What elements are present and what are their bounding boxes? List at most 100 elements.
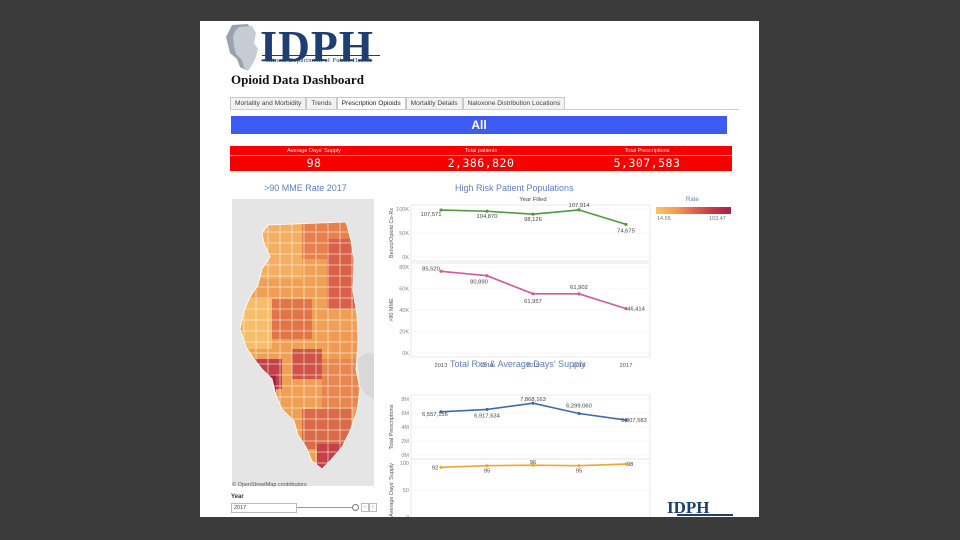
- tab-divider: [230, 109, 739, 110]
- data-label: 104,870: [477, 214, 498, 220]
- data-point: [624, 307, 628, 311]
- logo-wordmark: IDPH: [260, 22, 374, 71]
- x-tick-label: 2014: [481, 363, 495, 369]
- logo-divider: [262, 55, 380, 56]
- data-point: [439, 208, 443, 212]
- tab-prescription-opioids[interactable]: Prescription Opioids: [336, 97, 406, 109]
- tab-bar: Mortality and Morbidity Trends Prescript…: [230, 97, 566, 109]
- footer-logo: IDPH: [667, 498, 710, 517]
- year-slider-handle[interactable]: [352, 504, 359, 511]
- data-label: 96: [530, 460, 536, 466]
- rate-legend-gradient: [656, 207, 731, 214]
- y-tick-label: 100K: [396, 207, 409, 213]
- y-tick-label: 0K: [402, 351, 409, 357]
- data-point: [485, 407, 489, 412]
- data-label: 98,126: [524, 217, 542, 223]
- y-tick-label: 2M: [401, 439, 409, 445]
- data-label: 6,299,060: [566, 404, 592, 410]
- illinois-county-map-graphic[interactable]: [232, 199, 374, 486]
- year-prev-button[interactable]: ‹: [361, 503, 369, 512]
- data-point: [624, 462, 628, 466]
- x-tick-label: 2013: [435, 363, 448, 369]
- x-tick-label: 2015: [527, 363, 540, 369]
- data-label: 7,868,163: [520, 397, 546, 403]
- kpi-value-total-patients: 2,386,820: [447, 156, 515, 170]
- data-label: 5,307,583: [621, 418, 647, 424]
- data-label: 95: [484, 469, 490, 475]
- y-tick-label: 50: [403, 488, 409, 494]
- year-slider-track[interactable]: [297, 507, 355, 508]
- y-tick-label: 80K: [399, 265, 409, 271]
- y-axis-label: Average Days' Supply: [389, 463, 395, 517]
- data-label: 80,890: [470, 280, 488, 286]
- y-tick-label: 40K: [399, 308, 409, 314]
- tab-mortality-details[interactable]: Mortality Details: [405, 97, 463, 109]
- county-map[interactable]: [232, 199, 374, 486]
- data-label: 6,557,156: [422, 412, 448, 418]
- kpi-value-total-prescriptions: 5,307,583: [613, 156, 681, 170]
- year-next-button[interactable]: ›: [369, 503, 377, 512]
- data-point: [531, 212, 535, 216]
- rate-legend-title: Rate: [686, 197, 699, 203]
- filter-all-banner[interactable]: All: [231, 116, 727, 134]
- data-point: [439, 410, 443, 414]
- year-filter-label: Year: [231, 494, 244, 500]
- tab-naloxone-locations[interactable]: Naloxone Distribution Locations: [462, 97, 566, 109]
- dashboard-page: IDPH Illinois Department of Public Healt…: [200, 21, 759, 517]
- total-rx-chart-title: Total Rxs & Average Days' Supply: [450, 359, 586, 369]
- data-point: [577, 208, 581, 212]
- kpi-divider: [230, 155, 732, 156]
- y-tick-label: 6M: [401, 411, 409, 417]
- year-filter-input[interactable]: 2017: [231, 503, 297, 513]
- data-point: [485, 464, 489, 468]
- data-label: 95: [576, 469, 582, 475]
- y-tick-label: 4M: [401, 425, 409, 431]
- kpi-label-total-patients: Total patients: [464, 148, 498, 154]
- data-point: [531, 401, 535, 405]
- tab-mortality-morbidity[interactable]: Mortality and Morbidity: [230, 97, 307, 109]
- y-axis-label: >90 MME: [389, 298, 395, 322]
- logo-subtitle: Illinois Department of Public Health: [266, 57, 372, 64]
- data-point: [531, 463, 535, 467]
- high-risk-chart-title: High Risk Patient Populations: [455, 183, 574, 193]
- footer-logo-bar: [677, 514, 733, 516]
- kpi-label-days-supply: Average Days' Supply: [287, 148, 341, 154]
- data-label: 61,957: [524, 299, 542, 305]
- y-tick-label: 20K: [399, 330, 409, 336]
- y-tick-label: 50K: [399, 231, 409, 237]
- data-point: [624, 418, 628, 422]
- data-point: [577, 464, 581, 468]
- x-tick-label: 2016: [573, 363, 586, 369]
- data-label: 85,520: [422, 266, 440, 272]
- map-title: >90 MME Rate 2017: [264, 183, 347, 193]
- data-label: 74,675: [617, 228, 635, 234]
- tab-trends[interactable]: Trends: [306, 97, 337, 109]
- total-rx-chart[interactable]: Total Prescriptions 8M 6M 4M 2M 0M 6,557,156 6,…: [383, 371, 651, 517]
- rate-legend-max: 103.47: [709, 216, 726, 222]
- high-risk-chart[interactable]: Year Filled Benzo/Opioid Co-Rx 100K 50K 0K 10…: [383, 195, 651, 369]
- data-label: 107,914: [569, 203, 591, 209]
- data-point: [577, 292, 581, 296]
- x-tick-label: 2017: [620, 363, 633, 369]
- data-label: 107,571: [421, 212, 442, 218]
- data-point: [485, 209, 489, 213]
- data-label: 6,917,634: [474, 413, 501, 419]
- rate-legend-min: 14.65: [657, 216, 671, 222]
- data-label: 92: [432, 465, 438, 471]
- kpi-bar: Average Days' Supply 98 Total patients 2…: [230, 146, 732, 171]
- y-tick-label: 0K: [402, 255, 409, 261]
- y-axis-label: Total Prescriptions: [389, 404, 395, 449]
- y-tick-label: 0M: [401, 453, 409, 459]
- y-tick-label: 100: [400, 461, 409, 467]
- data-point: [439, 269, 443, 273]
- y-tick-label: 0: [406, 515, 409, 517]
- data-label: 46,414: [627, 307, 646, 313]
- chart-subtitle: Year Filled: [519, 197, 546, 203]
- data-label: 98: [627, 462, 633, 468]
- data-point: [531, 292, 535, 296]
- data-point: [624, 222, 628, 227]
- map-attribution[interactable]: © OpenStreetMap contributors: [232, 482, 307, 488]
- data-label: 61,902: [570, 285, 588, 291]
- kpi-label-total-prescriptions: Total Prescriptions: [624, 148, 670, 154]
- panel-frame: [410, 458, 651, 517]
